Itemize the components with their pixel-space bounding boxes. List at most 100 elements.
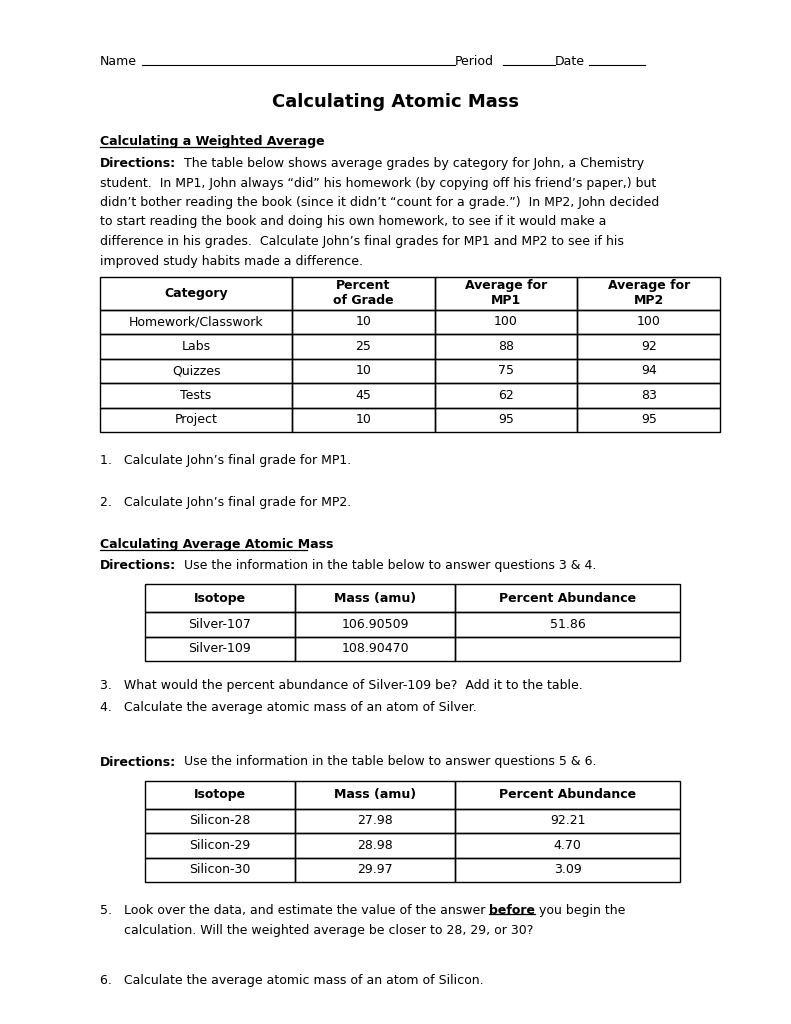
Bar	[295, 612, 456, 637]
Bar	[100, 276, 292, 309]
Text: Silicon-30: Silicon-30	[189, 863, 251, 877]
Text: Average for
MP2: Average for MP2	[607, 279, 690, 307]
Bar	[295, 809, 456, 833]
Text: calculation. Will the weighted average be closer to 28, 29, or 30?: calculation. Will the weighted average b…	[100, 924, 533, 937]
Bar	[456, 637, 680, 662]
Text: Use the information in the table below to answer questions 5 & 6.: Use the information in the table below t…	[176, 756, 596, 768]
Text: before: before	[490, 904, 536, 918]
Text: Quizzes: Quizzes	[172, 365, 221, 377]
Text: difference in his grades.  Calculate John’s final grades for MP1 and MP2 to see : difference in his grades. Calculate John…	[100, 234, 624, 248]
Text: 75: 75	[498, 365, 514, 377]
Bar	[292, 309, 435, 334]
Bar	[295, 780, 456, 809]
Bar	[100, 358, 292, 383]
Text: 108.90470: 108.90470	[341, 642, 409, 655]
Bar	[435, 309, 577, 334]
Text: Percent Abundance: Percent Abundance	[499, 788, 636, 801]
Bar	[435, 276, 577, 309]
Text: 3.   What would the percent abundance of Silver-109 be?  Add it to the table.: 3. What would the percent abundance of S…	[100, 679, 583, 692]
Text: Silver-109: Silver-109	[188, 642, 252, 655]
Text: student.  In MP1, John always “did” his homework (by copying off his friend’s pa: student. In MP1, John always “did” his h…	[100, 176, 657, 189]
Text: Calculating a Weighted Average: Calculating a Weighted Average	[100, 135, 324, 148]
Text: Labs: Labs	[182, 340, 210, 352]
Text: Category: Category	[165, 287, 228, 299]
Text: didn’t bother reading the book (since it didn’t “count for a grade.”)  In MP2, J: didn’t bother reading the book (since it…	[100, 196, 659, 209]
Text: 45: 45	[356, 389, 372, 401]
Bar	[456, 857, 680, 882]
Text: 3.09: 3.09	[554, 863, 581, 877]
Text: Period: Period	[455, 55, 494, 68]
Text: 95: 95	[498, 414, 514, 426]
Bar	[145, 809, 295, 833]
Text: 106.90509: 106.90509	[341, 617, 409, 631]
Bar	[145, 584, 295, 612]
Bar	[295, 833, 456, 857]
Bar	[295, 584, 456, 612]
Text: Silicon-29: Silicon-29	[189, 839, 251, 852]
Bar	[577, 408, 720, 432]
Text: 83: 83	[641, 389, 657, 401]
Bar	[456, 612, 680, 637]
Text: 100: 100	[637, 315, 660, 329]
Text: 10: 10	[356, 365, 372, 377]
Text: The table below shows average grades by category for John, a Chemistry: The table below shows average grades by …	[176, 157, 644, 170]
Bar	[292, 358, 435, 383]
Text: Average for
MP1: Average for MP1	[465, 279, 547, 307]
Text: 62: 62	[498, 389, 514, 401]
Bar	[145, 833, 295, 857]
Text: Project: Project	[175, 414, 218, 426]
Text: Name: Name	[100, 55, 137, 68]
Text: 94: 94	[641, 365, 657, 377]
Text: 92.21: 92.21	[550, 814, 585, 827]
Text: Directions:: Directions:	[100, 157, 176, 170]
Bar	[145, 637, 295, 662]
Bar	[292, 408, 435, 432]
Text: 28.98: 28.98	[358, 839, 393, 852]
Bar	[456, 780, 680, 809]
Text: 29.97: 29.97	[358, 863, 393, 877]
Text: 27.98: 27.98	[358, 814, 393, 827]
Text: 88: 88	[498, 340, 514, 352]
Text: Calculating Average Atomic Mass: Calculating Average Atomic Mass	[100, 538, 333, 551]
Text: 95: 95	[641, 414, 657, 426]
Bar	[435, 383, 577, 408]
Text: Directions:: Directions:	[100, 559, 176, 572]
Text: 6.   Calculate the average atomic mass of an atom of Silicon.: 6. Calculate the average atomic mass of …	[100, 974, 483, 986]
Bar	[292, 383, 435, 408]
Text: Date: Date	[555, 55, 585, 68]
Text: 1.   Calculate John’s final grade for MP1.: 1. Calculate John’s final grade for MP1.	[100, 454, 351, 467]
Text: Homework/Classwork: Homework/Classwork	[129, 315, 263, 329]
Bar	[145, 857, 295, 882]
Bar	[456, 809, 680, 833]
Text: 100: 100	[494, 315, 518, 329]
Text: Mass (amu): Mass (amu)	[334, 788, 416, 801]
Text: Calculating Atomic Mass: Calculating Atomic Mass	[272, 93, 519, 111]
Text: improved study habits made a difference.: improved study habits made a difference.	[100, 255, 363, 267]
Bar	[577, 334, 720, 358]
Bar	[577, 358, 720, 383]
Bar	[100, 334, 292, 358]
Bar	[100, 383, 292, 408]
Text: 5.   Look over the data, and estimate the value of the answer: 5. Look over the data, and estimate the …	[100, 904, 490, 918]
Text: Tests: Tests	[180, 389, 212, 401]
Text: Isotope: Isotope	[194, 592, 246, 604]
Bar	[145, 612, 295, 637]
Bar	[100, 408, 292, 432]
Text: Isotope: Isotope	[194, 788, 246, 801]
Text: 2.   Calculate John’s final grade for MP2.: 2. Calculate John’s final grade for MP2.	[100, 496, 351, 509]
Text: Percent
of Grade: Percent of Grade	[333, 279, 394, 307]
Bar	[292, 276, 435, 309]
Bar	[577, 383, 720, 408]
Text: 92: 92	[641, 340, 657, 352]
Bar	[456, 833, 680, 857]
Bar	[100, 309, 292, 334]
Text: 10: 10	[356, 414, 372, 426]
Text: Percent Abundance: Percent Abundance	[499, 592, 636, 604]
Bar	[435, 358, 577, 383]
Bar	[145, 780, 295, 809]
Text: 25: 25	[356, 340, 372, 352]
Text: 4.70: 4.70	[554, 839, 581, 852]
Bar	[577, 309, 720, 334]
Text: you begin the: you begin the	[536, 904, 626, 918]
Text: 4.   Calculate the average atomic mass of an atom of Silver.: 4. Calculate the average atomic mass of …	[100, 700, 477, 714]
